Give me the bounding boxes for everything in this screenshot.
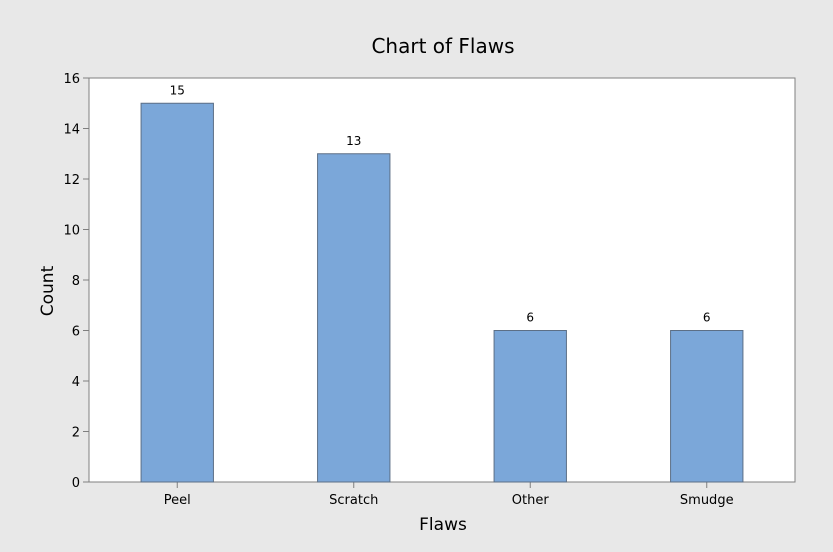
chart-title: Chart of Flaws: [371, 34, 514, 58]
y-tick-label: 4: [72, 375, 80, 390]
y-axis-label: Count: [38, 265, 58, 316]
bar-data-label: 13: [346, 134, 361, 148]
bar: [670, 330, 744, 483]
x-axis-label: Flaws: [419, 515, 467, 535]
y-tick-label: 6: [72, 325, 80, 340]
y-tick-label: 8: [72, 274, 80, 289]
bar-data-label: 15: [170, 83, 185, 97]
bar: [317, 153, 391, 483]
x-tick-label: Peel: [164, 493, 191, 508]
bar: [493, 330, 567, 483]
y-tick-label: 10: [63, 224, 80, 239]
y-tick-label: 16: [63, 72, 80, 87]
y-tick-label: 12: [63, 173, 80, 188]
bar: [140, 102, 214, 483]
x-tick-label: Other: [512, 493, 550, 508]
y-tick-label: 2: [72, 426, 80, 441]
data-labels: 15 13 6 6: [170, 83, 711, 324]
bar-data-label: 6: [526, 311, 534, 325]
x-axis-ticks: Peel Scratch Other Smudge: [164, 482, 734, 508]
y-axis-ticks: 0 2 4 6 8 10 12 14 16: [63, 72, 89, 491]
bar-data-label: 6: [703, 311, 711, 325]
bar-series: [140, 102, 744, 483]
x-tick-label: Smudge: [680, 493, 734, 508]
y-tick-label: 0: [72, 476, 80, 491]
x-tick-label: Scratch: [329, 493, 378, 508]
y-tick-label: 14: [63, 123, 80, 138]
